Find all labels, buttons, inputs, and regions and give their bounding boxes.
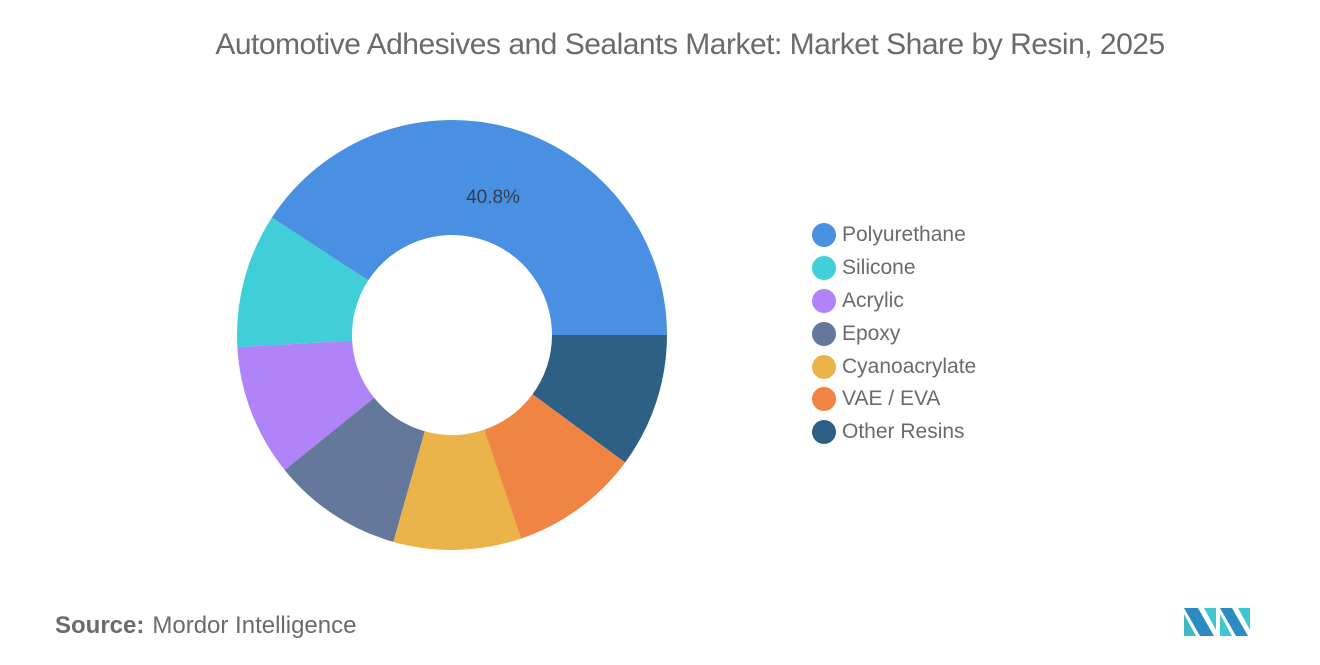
- chart-title: Automotive Adhesives and Sealants Market…: [215, 28, 1165, 61]
- donut-slices: [237, 119, 667, 550]
- legend-item-epoxy[interactable]: Epoxy: [812, 317, 976, 350]
- mordor-intelligence-logo-icon: [1184, 608, 1250, 636]
- legend-item-polyurethane[interactable]: Polyurethane: [812, 219, 976, 252]
- legend-dot-icon: [812, 256, 836, 281]
- slice-epoxy[interactable]: [284, 397, 425, 542]
- legend-dot-icon: [812, 387, 836, 412]
- slice-vae-eva[interactable]: [484, 394, 626, 539]
- slice-polyurethane[interactable]: [271, 119, 667, 335]
- legend-item-other-resins[interactable]: Other Resins: [812, 416, 976, 449]
- legend-dot-icon: [812, 321, 836, 346]
- legend-item-silicone[interactable]: Silicone: [812, 252, 976, 285]
- legend-item-acrylic[interactable]: Acrylic: [812, 285, 976, 318]
- legend-dot-icon: [812, 223, 836, 248]
- source-note: Source: Mordor Intelligence: [55, 612, 356, 640]
- legend-dot-icon: [812, 420, 836, 445]
- legend-item-vae-eva[interactable]: VAE / EVA: [812, 383, 976, 416]
- legend-dot-icon: [812, 354, 836, 379]
- legend: Polyurethane Silicone Acrylic Epoxy Cyan…: [812, 219, 976, 449]
- slice-acrylic[interactable]: [237, 340, 375, 470]
- slice-silicone[interactable]: [237, 217, 369, 348]
- legend-item-cyanoacrylate[interactable]: Cyanoacrylate: [812, 350, 976, 383]
- source-value: Mordor Intelligence: [152, 612, 357, 639]
- source-label: Source:: [55, 612, 145, 639]
- data-label-polyurethane: 40.8%: [466, 187, 520, 208]
- slice-other-resins[interactable]: [532, 335, 667, 463]
- legend-dot-icon: [812, 288, 836, 313]
- slice-cyanoacrylate[interactable]: [393, 429, 522, 550]
